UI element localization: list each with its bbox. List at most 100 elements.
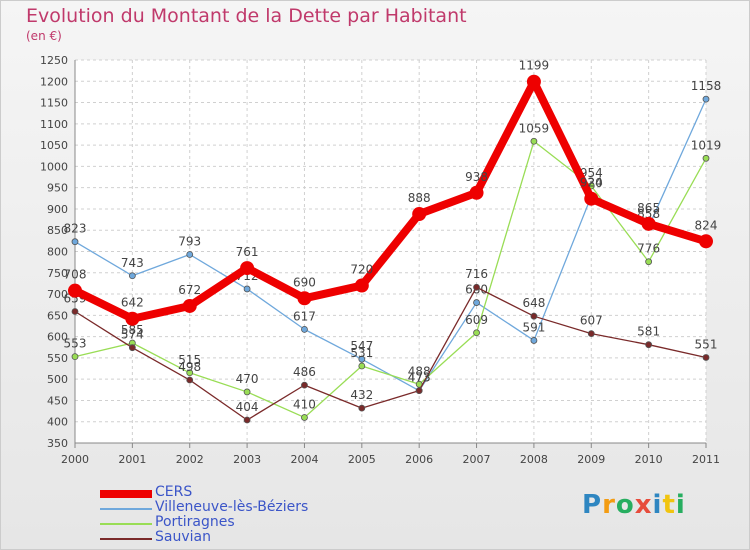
data-point-cers (68, 283, 82, 298)
data-label-portiragnes: 1019 (691, 138, 722, 152)
x-tick-label: 2001 (118, 453, 146, 466)
data-point-portiragnes (301, 414, 308, 421)
data-label-cers: 1199 (519, 59, 550, 73)
legend-swatch-cers (100, 490, 152, 498)
data-label-cers: 690 (293, 275, 316, 289)
y-tick-label: 350 (47, 437, 68, 450)
y-tick-label: 450 (47, 394, 68, 407)
data-label-sauvian: 716 (465, 267, 488, 281)
data-label-portiragnes: 954 (580, 166, 603, 180)
data-label-sauvian: 551 (695, 337, 718, 351)
y-tick-label: 650 (47, 309, 68, 322)
data-point-portiragnes (473, 329, 480, 337)
logo-letter: r (602, 490, 616, 520)
y-tick-label: 400 (47, 416, 68, 429)
data-point-villeneuve-les-beziers (358, 355, 366, 363)
legend-swatch-villeneuve-les-beziers (100, 508, 152, 510)
series-line-sauvian (74, 286, 707, 421)
data-label-villeneuve-les-beziers: 743 (121, 256, 144, 270)
data-label-sauvian: 581 (637, 325, 660, 339)
data-point-sauvian (473, 283, 480, 291)
legend-swatch-sauvian (100, 538, 152, 540)
data-point-villeneuve-les-beziers (301, 325, 308, 333)
y-tick-label: 700 (47, 288, 68, 301)
data-label-cers: 865 (637, 201, 660, 215)
chart-title: Evolution du Montant de la Dette par Hab… (26, 5, 467, 27)
legend-label-cers: CERS (155, 484, 193, 500)
data-label-cers: 642 (121, 296, 144, 310)
data-label-portiragnes: 1059 (519, 121, 550, 135)
data-point-villeneuve-les-beziers (530, 337, 538, 344)
data-point-sauvian (186, 376, 194, 384)
data-point-portiragnes (702, 154, 710, 162)
data-point-portiragnes (243, 388, 251, 396)
logo-letter: o (615, 490, 635, 520)
x-tick-label: 2007 (463, 453, 491, 466)
x-tick-label: 2010 (635, 453, 663, 466)
y-tick-label: 900 (47, 203, 68, 216)
data-point-portiragnes (645, 258, 653, 266)
y-tick-label: 1000 (40, 160, 68, 173)
data-label-sauvian: 486 (293, 365, 316, 379)
data-point-villeneuve-les-beziers (243, 285, 251, 293)
data-label-portiragnes: 531 (350, 346, 373, 360)
data-label-sauvian: 473 (408, 371, 431, 385)
data-label-cers: 720 (350, 263, 373, 277)
data-point-villeneuve-les-beziers (473, 299, 480, 306)
data-label-villeneuve-les-beziers: 793 (178, 234, 201, 248)
data-point-villeneuve-les-beziers (186, 251, 194, 258)
legend-label-portiragnes: Portiragnes (155, 514, 235, 530)
y-tick-label: 1100 (40, 118, 68, 131)
y-tick-label: 1200 (40, 75, 68, 88)
y-tick-label: 800 (47, 246, 68, 259)
legend-swatch-portiragnes (100, 523, 152, 525)
y-tick-label: 550 (47, 352, 68, 365)
y-tick-label: 850 (47, 224, 68, 237)
data-point-villeneuve-les-beziers (702, 95, 710, 103)
data-label-cers: 761 (236, 245, 259, 259)
data-point-sauvian (243, 416, 251, 424)
data-label-portiragnes: 585 (121, 323, 144, 337)
logo-letter: i (675, 490, 686, 520)
logo-letter: i (652, 490, 663, 520)
data-label-cers: 888 (408, 191, 431, 205)
chart-unit: (en €) (26, 29, 62, 43)
data-label-sauvian: 648 (522, 296, 545, 310)
data-point-portiragnes (358, 362, 366, 370)
x-tick-label: 2000 (61, 453, 89, 466)
data-label-portiragnes: 553 (64, 337, 87, 351)
data-label-portiragnes: 488 (408, 364, 431, 378)
data-point-sauvian (71, 308, 79, 315)
data-point-cers (240, 261, 255, 276)
data-point-cers (412, 207, 427, 222)
data-point-portiragnes (186, 369, 194, 377)
data-point-cers (125, 311, 140, 326)
data-label-villeneuve-les-beziers: 1158 (691, 79, 722, 93)
x-tick-label: 2002 (176, 453, 204, 466)
data-point-cers (469, 185, 484, 200)
y-tick-label: 1250 (40, 54, 68, 67)
x-tick-label: 2008 (520, 453, 548, 466)
y-tick-label: 1050 (40, 139, 68, 152)
data-point-portiragnes (530, 137, 538, 145)
data-point-cers (297, 291, 312, 306)
data-point-cers (182, 298, 197, 313)
data-point-sauvian (702, 354, 710, 361)
y-tick-label: 500 (47, 373, 68, 386)
data-label-cers: 824 (695, 218, 718, 232)
data-point-villeneuve-les-beziers (128, 272, 136, 280)
data-label-villeneuve-les-beziers: 617 (293, 309, 316, 323)
x-tick-label: 2005 (348, 453, 376, 466)
data-point-cers (354, 278, 369, 293)
data-point-villeneuve-les-beziers (71, 238, 79, 246)
x-tick-label: 2009 (577, 453, 605, 466)
series-line-cers (71, 77, 710, 323)
data-point-sauvian (587, 330, 595, 338)
data-label-sauvian: 498 (178, 360, 201, 374)
data-point-cers (526, 74, 541, 89)
y-tick-label: 1150 (40, 97, 68, 110)
data-label-portiragnes: 410 (293, 397, 316, 411)
x-tick-label: 2006 (405, 453, 433, 466)
data-label-cers: 938 (465, 170, 488, 184)
